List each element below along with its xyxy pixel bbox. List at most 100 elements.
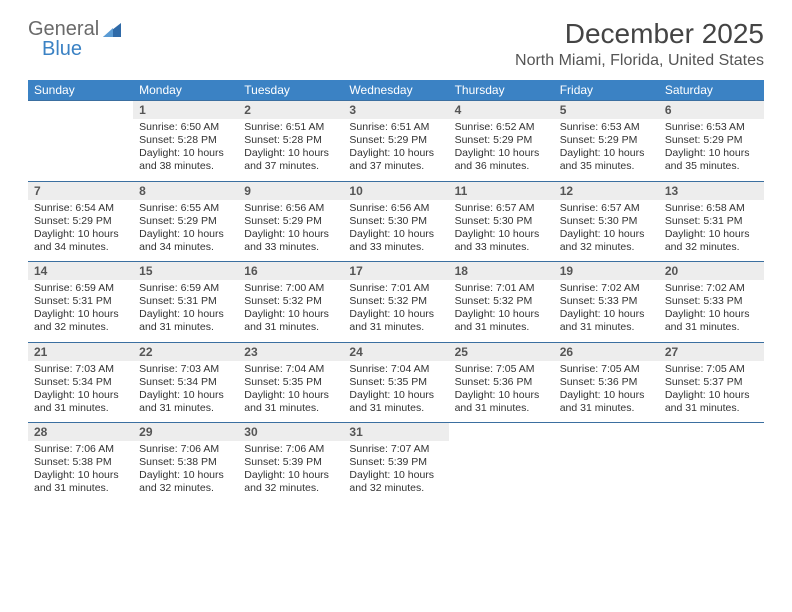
day-content-cell: Sunrise: 6:58 AMSunset: 5:31 PMDaylight:… — [659, 200, 764, 262]
day-content-cell: Sunrise: 7:07 AMSunset: 5:39 PMDaylight:… — [343, 441, 448, 503]
weekday-saturday: Saturday — [659, 80, 764, 101]
sunset-text: Sunset: 5:38 PM — [139, 456, 234, 469]
day-number-cell: 20 — [659, 262, 764, 281]
sunrise-text: Sunrise: 7:07 AM — [349, 443, 444, 456]
daylight-text: Daylight: 10 hours and 37 minutes. — [349, 147, 444, 173]
daynum-row: 14151617181920 — [28, 262, 764, 281]
day-content-cell: Sunrise: 6:53 AMSunset: 5:29 PMDaylight:… — [659, 119, 764, 181]
sunset-text: Sunset: 5:33 PM — [560, 295, 655, 308]
sunrise-text: Sunrise: 6:57 AM — [455, 202, 550, 215]
day-content-row: Sunrise: 6:59 AMSunset: 5:31 PMDaylight:… — [28, 280, 764, 342]
sunset-text: Sunset: 5:37 PM — [665, 376, 760, 389]
sunrise-text: Sunrise: 6:54 AM — [34, 202, 129, 215]
day-content-cell: Sunrise: 7:03 AMSunset: 5:34 PMDaylight:… — [28, 361, 133, 423]
daylight-text: Daylight: 10 hours and 31 minutes. — [560, 308, 655, 334]
day-content-cell — [28, 119, 133, 181]
daylight-text: Daylight: 10 hours and 33 minutes. — [349, 228, 444, 254]
daylight-text: Daylight: 10 hours and 31 minutes. — [34, 469, 129, 495]
daylight-text: Daylight: 10 hours and 34 minutes. — [139, 228, 234, 254]
daylight-text: Daylight: 10 hours and 31 minutes. — [560, 389, 655, 415]
sunset-text: Sunset: 5:29 PM — [244, 215, 339, 228]
day-number-cell: 17 — [343, 262, 448, 281]
daynum-row: 28293031 — [28, 423, 764, 442]
sunset-text: Sunset: 5:31 PM — [34, 295, 129, 308]
logo: General Blue — [28, 18, 123, 41]
sunset-text: Sunset: 5:28 PM — [244, 134, 339, 147]
weekday-friday: Friday — [554, 80, 659, 101]
sunrise-text: Sunrise: 6:51 AM — [244, 121, 339, 134]
sunrise-text: Sunrise: 7:04 AM — [349, 363, 444, 376]
day-number-cell: 26 — [554, 342, 659, 361]
day-content-cell: Sunrise: 7:05 AMSunset: 5:36 PMDaylight:… — [449, 361, 554, 423]
day-content-cell: Sunrise: 6:50 AMSunset: 5:28 PMDaylight:… — [133, 119, 238, 181]
day-content-cell: Sunrise: 6:57 AMSunset: 5:30 PMDaylight:… — [449, 200, 554, 262]
day-number-cell: 11 — [449, 181, 554, 200]
day-content-cell: Sunrise: 7:04 AMSunset: 5:35 PMDaylight:… — [238, 361, 343, 423]
daylight-text: Daylight: 10 hours and 31 minutes. — [244, 389, 339, 415]
day-content-cell — [449, 441, 554, 503]
daylight-text: Daylight: 10 hours and 32 minutes. — [349, 469, 444, 495]
sunset-text: Sunset: 5:35 PM — [244, 376, 339, 389]
day-number-cell: 13 — [659, 181, 764, 200]
day-number-cell: 15 — [133, 262, 238, 281]
sunrise-text: Sunrise: 6:53 AM — [560, 121, 655, 134]
day-content-cell: Sunrise: 6:53 AMSunset: 5:29 PMDaylight:… — [554, 119, 659, 181]
title-block: December 2025 North Miami, Florida, Unit… — [515, 18, 764, 76]
day-number-cell: 1 — [133, 101, 238, 120]
day-number-cell: 7 — [28, 181, 133, 200]
day-number-cell: 28 — [28, 423, 133, 442]
daylight-text: Daylight: 10 hours and 38 minutes. — [139, 147, 234, 173]
day-number-cell: 5 — [554, 101, 659, 120]
sunrise-text: Sunrise: 7:01 AM — [349, 282, 444, 295]
sunrise-text: Sunrise: 7:05 AM — [560, 363, 655, 376]
sunset-text: Sunset: 5:29 PM — [34, 215, 129, 228]
day-content-cell: Sunrise: 7:06 AMSunset: 5:38 PMDaylight:… — [133, 441, 238, 503]
sunrise-text: Sunrise: 6:59 AM — [139, 282, 234, 295]
sunrise-text: Sunrise: 6:55 AM — [139, 202, 234, 215]
daylight-text: Daylight: 10 hours and 33 minutes. — [244, 228, 339, 254]
day-number-cell: 3 — [343, 101, 448, 120]
daynum-row: 21222324252627 — [28, 342, 764, 361]
day-content-row: Sunrise: 7:06 AMSunset: 5:38 PMDaylight:… — [28, 441, 764, 503]
day-number-cell: 21 — [28, 342, 133, 361]
day-number-cell: 30 — [238, 423, 343, 442]
day-content-cell: Sunrise: 6:57 AMSunset: 5:30 PMDaylight:… — [554, 200, 659, 262]
sunset-text: Sunset: 5:31 PM — [665, 215, 760, 228]
day-number-cell — [449, 423, 554, 442]
sunrise-text: Sunrise: 7:02 AM — [560, 282, 655, 295]
sunset-text: Sunset: 5:29 PM — [349, 134, 444, 147]
sunrise-text: Sunrise: 7:06 AM — [34, 443, 129, 456]
sunrise-text: Sunrise: 7:03 AM — [34, 363, 129, 376]
weekday-tuesday: Tuesday — [238, 80, 343, 101]
day-content-row: Sunrise: 6:54 AMSunset: 5:29 PMDaylight:… — [28, 200, 764, 262]
day-number-cell — [28, 101, 133, 120]
sunrise-text: Sunrise: 6:59 AM — [34, 282, 129, 295]
daylight-text: Daylight: 10 hours and 31 minutes. — [349, 308, 444, 334]
daynum-row: 123456 — [28, 101, 764, 120]
daylight-text: Daylight: 10 hours and 32 minutes. — [139, 469, 234, 495]
day-content-row: Sunrise: 7:03 AMSunset: 5:34 PMDaylight:… — [28, 361, 764, 423]
daylight-text: Daylight: 10 hours and 31 minutes. — [455, 389, 550, 415]
day-content-cell: Sunrise: 7:02 AMSunset: 5:33 PMDaylight:… — [659, 280, 764, 342]
day-content-cell: Sunrise: 7:06 AMSunset: 5:39 PMDaylight:… — [238, 441, 343, 503]
sunset-text: Sunset: 5:30 PM — [560, 215, 655, 228]
sunset-text: Sunset: 5:31 PM — [139, 295, 234, 308]
day-number-cell: 4 — [449, 101, 554, 120]
sunrise-text: Sunrise: 7:05 AM — [665, 363, 760, 376]
day-number-cell — [659, 423, 764, 442]
day-content-cell: Sunrise: 6:54 AMSunset: 5:29 PMDaylight:… — [28, 200, 133, 262]
daylight-text: Daylight: 10 hours and 32 minutes. — [244, 469, 339, 495]
day-content-cell: Sunrise: 7:05 AMSunset: 5:36 PMDaylight:… — [554, 361, 659, 423]
location: North Miami, Florida, United States — [515, 52, 764, 70]
day-content-cell — [659, 441, 764, 503]
daylight-text: Daylight: 10 hours and 34 minutes. — [34, 228, 129, 254]
sunset-text: Sunset: 5:29 PM — [139, 215, 234, 228]
day-content-cell: Sunrise: 7:01 AMSunset: 5:32 PMDaylight:… — [343, 280, 448, 342]
daylight-text: Daylight: 10 hours and 32 minutes. — [560, 228, 655, 254]
sunrise-text: Sunrise: 7:01 AM — [455, 282, 550, 295]
sunset-text: Sunset: 5:36 PM — [560, 376, 655, 389]
sunrise-text: Sunrise: 7:00 AM — [244, 282, 339, 295]
sunset-text: Sunset: 5:38 PM — [34, 456, 129, 469]
day-number-cell: 10 — [343, 181, 448, 200]
sunrise-text: Sunrise: 7:06 AM — [244, 443, 339, 456]
